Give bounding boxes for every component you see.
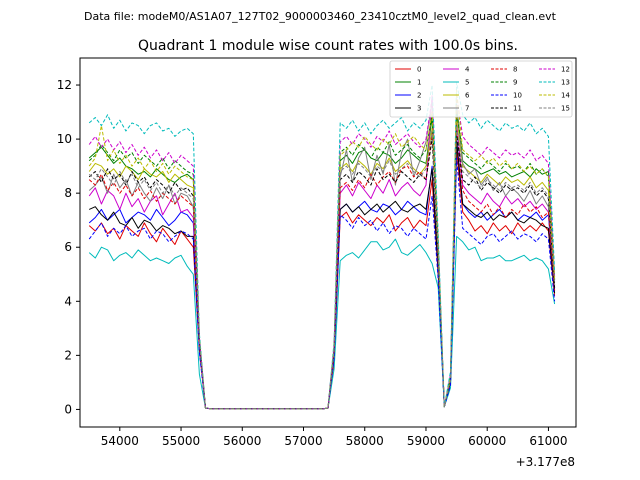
suptitle: Data file: modeM0/AS1A07_127T02_90000034… (84, 10, 557, 23)
legend-label-11: 11 (513, 105, 522, 113)
legend-label-14: 14 (561, 92, 570, 100)
y-tick-label: 0 (64, 402, 72, 416)
legend-label-5: 5 (465, 79, 469, 87)
legend-label-8: 8 (513, 66, 517, 74)
x-tick-label: 61000 (529, 434, 567, 448)
legend-label-1: 1 (417, 79, 421, 87)
x-offset-label: +3.177e8 (516, 455, 575, 469)
x-tick-label: 54000 (101, 434, 139, 448)
legend-label-15: 15 (561, 105, 570, 113)
legend-label-7: 7 (465, 105, 469, 113)
legend-label-0: 0 (417, 66, 421, 74)
chart-title: Quadrant 1 module wise count rates with … (138, 38, 518, 54)
x-tick-label: 58000 (346, 434, 384, 448)
x-tick-label: 56000 (223, 434, 261, 448)
legend-label-4: 4 (465, 66, 470, 74)
plot-area: 54000 55000 56000 57000 58000 59000 60000 61000… (57, 57, 577, 448)
legend-label-10: 10 (513, 92, 522, 100)
y-tick-label: 2 (64, 348, 72, 362)
legend-label-3: 3 (417, 105, 421, 113)
legend-label-2: 2 (417, 92, 421, 100)
series-group (88, 81, 556, 410)
y-tick-label: 12 (57, 78, 72, 92)
axes-frame (79, 57, 577, 428)
x-tick-label: 55000 (162, 434, 200, 448)
series-line-9 (88, 111, 556, 410)
legend-label-13: 13 (561, 79, 570, 87)
y-tick-label: 8 (64, 186, 72, 200)
x-tick-label: 60000 (468, 434, 506, 448)
x-tick-label: 57000 (284, 434, 322, 448)
series-line-8 (88, 127, 556, 410)
x-tick-label: 59000 (407, 434, 445, 448)
legend-label-6: 6 (465, 92, 470, 100)
legend-label-12: 12 (561, 66, 570, 74)
y-tick-label: 4 (64, 294, 72, 308)
y-tick-label: 10 (57, 132, 72, 146)
y-tick-label: 6 (64, 240, 72, 254)
series-line-15 (88, 125, 556, 410)
legend-box (389, 60, 573, 118)
legend-label-9: 9 (513, 79, 517, 87)
